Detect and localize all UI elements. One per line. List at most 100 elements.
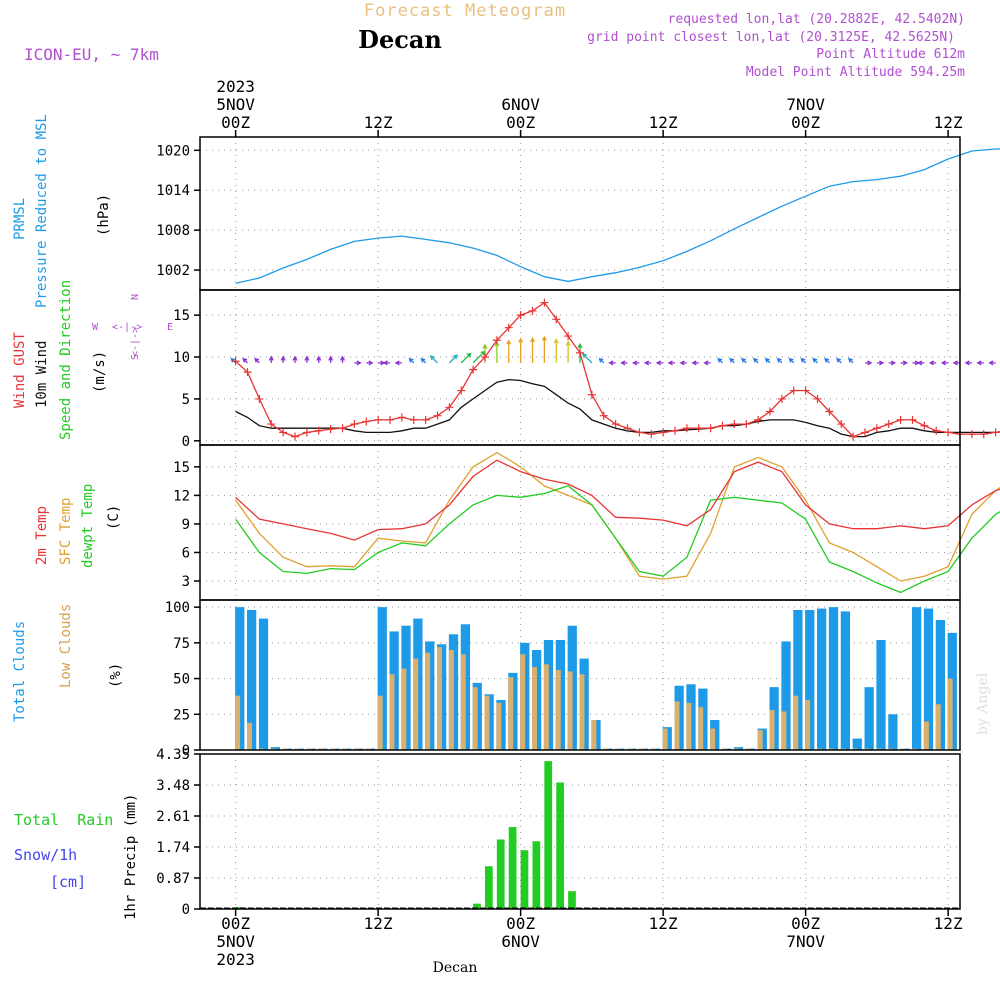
point-altitude: Point Altitude 612m <box>816 47 965 62</box>
bottom-time-label: 00Z <box>221 914 250 933</box>
low-cloud-bar <box>923 721 929 750</box>
precip-bar <box>544 761 553 909</box>
ytick-label: 10 <box>173 350 190 366</box>
wind-arrow <box>268 355 274 363</box>
gust-marker <box>849 432 858 441</box>
gust-marker <box>267 420 276 429</box>
low-cloud-bar <box>460 654 466 750</box>
compass-s: S <box>130 354 141 360</box>
top-time-label: 12Z <box>934 113 963 132</box>
gust-marker <box>433 411 442 420</box>
precip-bar <box>556 782 564 909</box>
gust-marker <box>754 415 763 424</box>
wind-arrow <box>292 355 298 363</box>
ytick-label: 25 <box>173 707 190 723</box>
compass-arrow-v: <-|-> <box>130 327 141 357</box>
low-cloud-bar <box>674 701 680 750</box>
low-cloud-bar <box>805 700 811 750</box>
gust-marker <box>706 424 715 433</box>
snow-label: Snow/1h <box>14 846 77 864</box>
gust-marker <box>718 421 727 430</box>
ytick-label: 1008 <box>156 223 190 239</box>
total-cloud-bar <box>828 607 839 750</box>
total-cloud-bar <box>258 618 269 750</box>
temp-unit: (C) <box>106 505 122 530</box>
gust-marker <box>255 394 264 403</box>
gust-marker <box>374 415 383 424</box>
bottom-time-label: 00Z <box>506 914 535 933</box>
gust-marker <box>516 311 525 320</box>
gust-marker <box>576 348 584 357</box>
gust-marker <box>730 420 739 429</box>
snow-unit: [cm] <box>50 873 86 891</box>
gust-marker <box>896 415 905 424</box>
wind-arrow <box>506 339 512 363</box>
wind-arrow <box>394 360 402 366</box>
wind-arrow <box>741 357 747 364</box>
ytick-label: 4.35 <box>156 747 190 763</box>
low-cloud-bar <box>935 704 941 750</box>
wind-arrow <box>429 355 438 364</box>
wind-arrow <box>366 360 374 366</box>
ytick-label: 2.61 <box>156 809 190 825</box>
gust-marker <box>766 407 774 416</box>
wind-arrow <box>836 357 842 364</box>
gust-marker <box>801 386 810 395</box>
chart-title: Forecast Meteogram <box>364 1 566 21</box>
low-cloud-bar <box>947 678 953 750</box>
gust-marker <box>481 353 489 362</box>
gust-marker <box>350 420 359 429</box>
gust-marker <box>813 394 822 403</box>
wind10-label: 10m Wind <box>34 341 50 408</box>
gust-marker <box>326 425 335 434</box>
gust-marker <box>777 394 786 403</box>
wind-panel: Wind GUST 10m Wind Speed and Direction (… <box>12 280 1000 450</box>
ytick-label: 6 <box>182 545 190 561</box>
gust-marker <box>302 428 311 437</box>
wind-arrow <box>800 357 807 364</box>
wind-arrow <box>865 360 873 366</box>
compass-arrow-h: <-|-> <box>112 322 142 333</box>
ytick-label: 50 <box>173 672 190 688</box>
compass-n: N <box>130 294 141 300</box>
gust-marker <box>528 306 537 315</box>
ytick-label: 5 <box>182 392 190 408</box>
ytick-label: 1020 <box>156 143 190 159</box>
wind-arrow <box>824 357 830 364</box>
gust-marker <box>920 421 929 430</box>
total-cloud-bar <box>247 610 257 750</box>
model-label: ICON-EU, ~ 7km <box>24 45 159 64</box>
low-cloud-bar <box>543 664 549 750</box>
ytick-label: 100 <box>165 600 190 616</box>
ytick-label: 0.87 <box>156 871 190 887</box>
gridpoint-coords: grid point closest lon,lat (20.3125E, 42… <box>587 30 955 45</box>
ytick-label: 1014 <box>156 183 190 199</box>
gust-marker <box>243 368 252 377</box>
wind-arrow <box>530 336 535 363</box>
gust-marker <box>587 390 596 399</box>
bottom-time-label: 5NOV <box>216 932 255 951</box>
gust-marker <box>789 386 798 395</box>
low-cloud-bar <box>769 710 775 750</box>
ytick-label: 15 <box>173 460 190 476</box>
wind-arrow <box>847 357 854 364</box>
gust-marker <box>231 357 240 366</box>
wind-arrow <box>242 357 248 364</box>
ytick-label: 0 <box>182 743 190 759</box>
wind-arrow <box>460 352 472 364</box>
sfc-temp-line <box>235 451 1000 582</box>
total-cloud-bar <box>781 641 791 750</box>
gust-marker <box>492 336 501 345</box>
gust-marker <box>599 411 608 420</box>
total-cloud-bar <box>923 608 934 750</box>
wind-arrow <box>729 357 735 364</box>
low-cloud-bar <box>579 674 585 750</box>
gust-label: Wind GUST <box>12 332 28 408</box>
pressure-panel: PRMSL Pressure Reduced to MSL (hPa) 1002… <box>12 114 1000 308</box>
model-altitude: Model Point Altitude 594.25m <box>746 65 965 80</box>
low-clouds-label: Low Clouds <box>58 604 74 688</box>
ytick-label: 12 <box>173 488 190 504</box>
wind-arrow <box>408 357 415 364</box>
precip-bar <box>496 839 505 909</box>
gust-marker <box>682 424 691 433</box>
